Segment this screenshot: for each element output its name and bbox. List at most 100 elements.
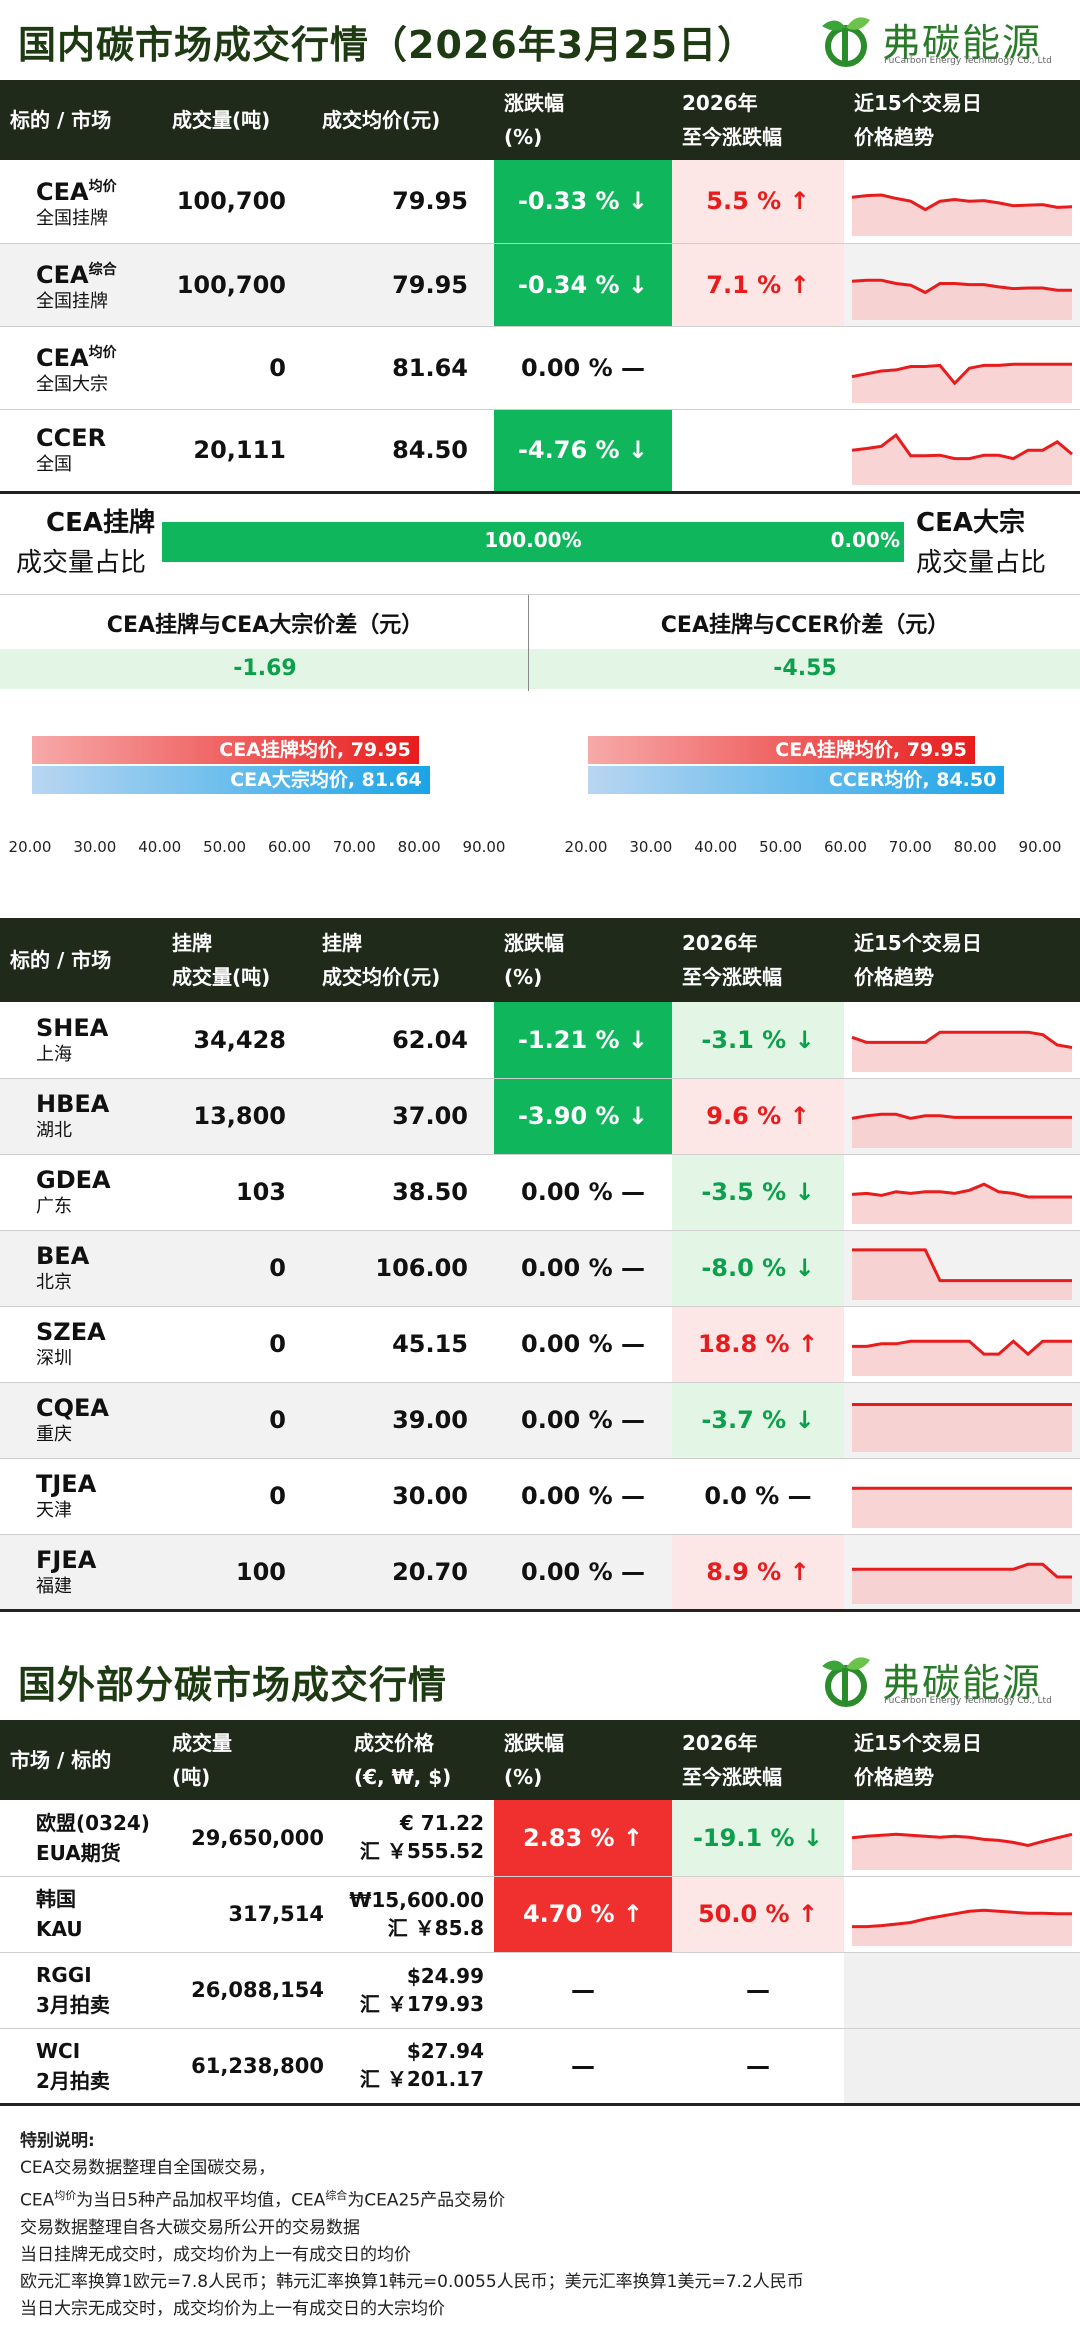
ytd-change-cell: -8.0 % ↓	[672, 1230, 844, 1307]
price-trend-sparkline	[851, 1112, 1072, 1148]
column-header-line2: 至今涨跌幅	[682, 1765, 782, 1789]
change-cell: —	[494, 1952, 672, 2029]
ccer-spread-heading: CEA挂牌与CCER价差（元）	[660, 613, 950, 638]
instrument-cell: SHEA 上海	[0, 1002, 162, 1079]
x-axis-tick-label: 50.00	[203, 838, 247, 856]
market-name: 全国挂牌	[36, 291, 108, 312]
note-line: 交易数据整理自各大碳交易所公开的交易数据	[20, 2217, 360, 2238]
column-header-line2: 价格趋势	[854, 965, 934, 989]
instrument-cell: SZEA 深圳	[0, 1306, 162, 1383]
price-cell: $24.99 汇 ￥179.93	[344, 1952, 494, 2029]
trend-cell	[844, 1306, 1080, 1383]
cny-price: 汇 ￥555.52	[359, 1839, 484, 1864]
market-name: 上海	[36, 1043, 72, 1065]
ytd-change-cell	[672, 409, 844, 494]
instrument-code: KAU	[36, 1917, 83, 1941]
table-row: 欧盟(0324) EUA期货 29,650,000 € 71.22 汇 ￥555.52 2…	[0, 1800, 1080, 1877]
table-row: CEA综合 全国挂牌 100,700 79.95 -0.34 % ↓ 7.1 % ↑	[0, 243, 1080, 327]
column-header-line1: 近15个交易日	[854, 91, 982, 115]
table-row: TJEA 天津 0 30.00 0.00 % —0.0 % —	[0, 1458, 1080, 1535]
price-trend-sparkline	[851, 1182, 1072, 1224]
column-header-line1: 挂牌	[172, 931, 212, 955]
instrument-cell: CCER 全国	[0, 409, 162, 494]
column-header-line1: 涨跌幅	[504, 91, 564, 115]
cea-block-spread-value: -1.69	[0, 649, 530, 689]
instrument-cell: CEA综合 全国挂牌	[0, 243, 162, 327]
volume-cell: 317,514	[162, 1876, 344, 1953]
change-cell: 0.00 % —	[494, 1154, 672, 1231]
table-row: HBEA 湖北 13,800 37.00 -3.90 % ↓ 9.6 % ↑	[0, 1078, 1080, 1155]
table-row: CCER 全国 20,111 84.50 -4.76 % ↓	[0, 409, 1080, 494]
ytd-change-cell: 50.0 % ↑	[672, 1876, 844, 1953]
logo-text: 弗碳能源	[882, 21, 1043, 65]
price-trend-sparkline	[852, 1339, 1072, 1376]
table-header-row: 市场 / 标的 成交量 (吨) 成交价格 (€, ₩, $) 涨跌幅 (%) 2026年 至今涨…	[0, 1720, 1080, 1800]
column-header-line2: (%)	[504, 125, 543, 149]
block-share-pct: 0.00%	[830, 528, 900, 552]
spread-divider	[528, 595, 529, 691]
ytd-change-cell: 5.5 % ↑	[672, 160, 844, 244]
column-header-line2: (%)	[504, 965, 543, 989]
instrument-cell: GDEA 广东	[0, 1154, 162, 1231]
instrument-code: HBEA	[36, 1090, 110, 1118]
column-header: 2026年 至今涨跌幅	[672, 1720, 844, 1800]
column-header: 成交量(吨)	[162, 80, 312, 160]
foreign-market-table: 市场 / 标的 成交量 (吨) 成交价格 (€, ₩, $) 涨跌幅 (%) 2026年 至今涨…	[0, 1720, 1080, 2106]
column-header: 成交量(吨)	[162, 1720, 344, 1800]
volume-cell: 29,650,000	[162, 1800, 344, 1877]
market-name: 深圳	[36, 1348, 72, 1369]
table-row: 韩国 KAU 317,514 ₩15,600.00 汇 ￥85.8 4.70 % ↑ 50.…	[0, 1876, 1080, 1953]
table-row: GDEA 广东 103 38.50 0.00 % — -3.5 % ↓	[0, 1154, 1080, 1231]
x-axis-tick-label: 50.00	[759, 838, 803, 856]
instrument-code: TJEA	[36, 1470, 97, 1498]
change-cell: 0.00 % —	[494, 1306, 672, 1383]
price-trend-sparkline	[851, 193, 1073, 237]
instrument-code: CCER	[36, 424, 107, 452]
chart-bar-ccer: CCER均价, 84.50	[588, 766, 1005, 794]
instrument-code: CQEA	[36, 1394, 109, 1422]
cny-price: 汇 ￥201.17	[359, 2067, 484, 2091]
column-header: 成交均价(元)	[312, 80, 494, 160]
cea-block-spread: CEA挂牌与CEA大宗价差（元） -1.69	[0, 595, 530, 691]
instrument-sup: 均价	[88, 178, 117, 195]
notes-section: 特别说明: CEA交易数据整理自全国碳交易， CEA均价为当日5种产品加权平均值…	[20, 2128, 1060, 2323]
price-cell: 106.00	[312, 1230, 494, 1307]
ytd-change-cell	[672, 326, 844, 410]
column-header-line2: 成交量(吨)	[172, 965, 271, 989]
trend-cell	[844, 1534, 1080, 1612]
trend-cell	[844, 1002, 1080, 1079]
instrument-cell: BEA 北京	[0, 1230, 162, 1307]
ytd-change-cell: -3.7 % ↓	[672, 1382, 844, 1459]
change-cell: —	[494, 2028, 672, 2106]
column-header-line1: 成交量	[172, 1731, 232, 1755]
x-axis-tick-label: 90.00	[1018, 838, 1062, 856]
market-name: 福建	[36, 1575, 72, 1597]
instrument-name: CEA综合	[36, 255, 162, 290]
market-name: 天津	[36, 1500, 72, 1521]
column-header-line1: 涨跌幅	[504, 931, 564, 955]
market-name: 北京	[36, 1272, 72, 1293]
column-header: 2026年 至今涨跌幅	[672, 918, 844, 1002]
column-header: 挂牌成交量(吨)	[162, 918, 312, 1002]
market-name: 湖北	[36, 1120, 72, 1141]
table-row: CQEA 重庆 0 39.00 0.00 % — -3.7 % ↓	[0, 1382, 1080, 1459]
domestic-market-table: 标的 / 市场 成交量(吨) 成交均价(元) 涨跌幅 (%) 2026年 至今涨跌幅 近15个…	[0, 80, 1080, 494]
column-header-line2: 价格趋势	[854, 125, 934, 149]
market-name: 欧盟(0324)	[36, 1810, 150, 1835]
trend-cell	[844, 1952, 1080, 2029]
logo-subtitle: FuCarbon Energy Technology Co., Ltd	[884, 1696, 1052, 1706]
instrument-name: CEA均价	[36, 338, 162, 373]
column-header-line1: 标的 / 市场	[10, 948, 112, 972]
instrument-cell: RGGI 3月拍卖	[0, 1952, 162, 2029]
x-axis-tick-label: 70.00	[888, 838, 932, 856]
cny-price: 汇 ￥179.93	[359, 1991, 484, 2016]
domestic-title-bar: 国内碳市场成交行情（2026年3月25日） 弗碳能源 FuCarbon Ener…	[0, 0, 1080, 80]
x-axis-tick-label: 40.00	[694, 838, 738, 856]
note-line: 欧元汇率换算1欧元=7.8人民币；韩元汇率换算1韩元=0.0055人民币；美元汇…	[20, 2271, 804, 2292]
instrument-cell: 欧盟(0324) EUA期货	[0, 1800, 162, 1877]
ytd-change-cell: -19.1 % ↓	[672, 1800, 844, 1877]
change-cell: -0.33 % ↓	[494, 160, 672, 244]
trend-cell	[844, 1078, 1080, 1155]
volume-share-bar: 100.00% 0.00%	[162, 522, 904, 562]
column-header-line2: (%)	[504, 1765, 543, 1789]
